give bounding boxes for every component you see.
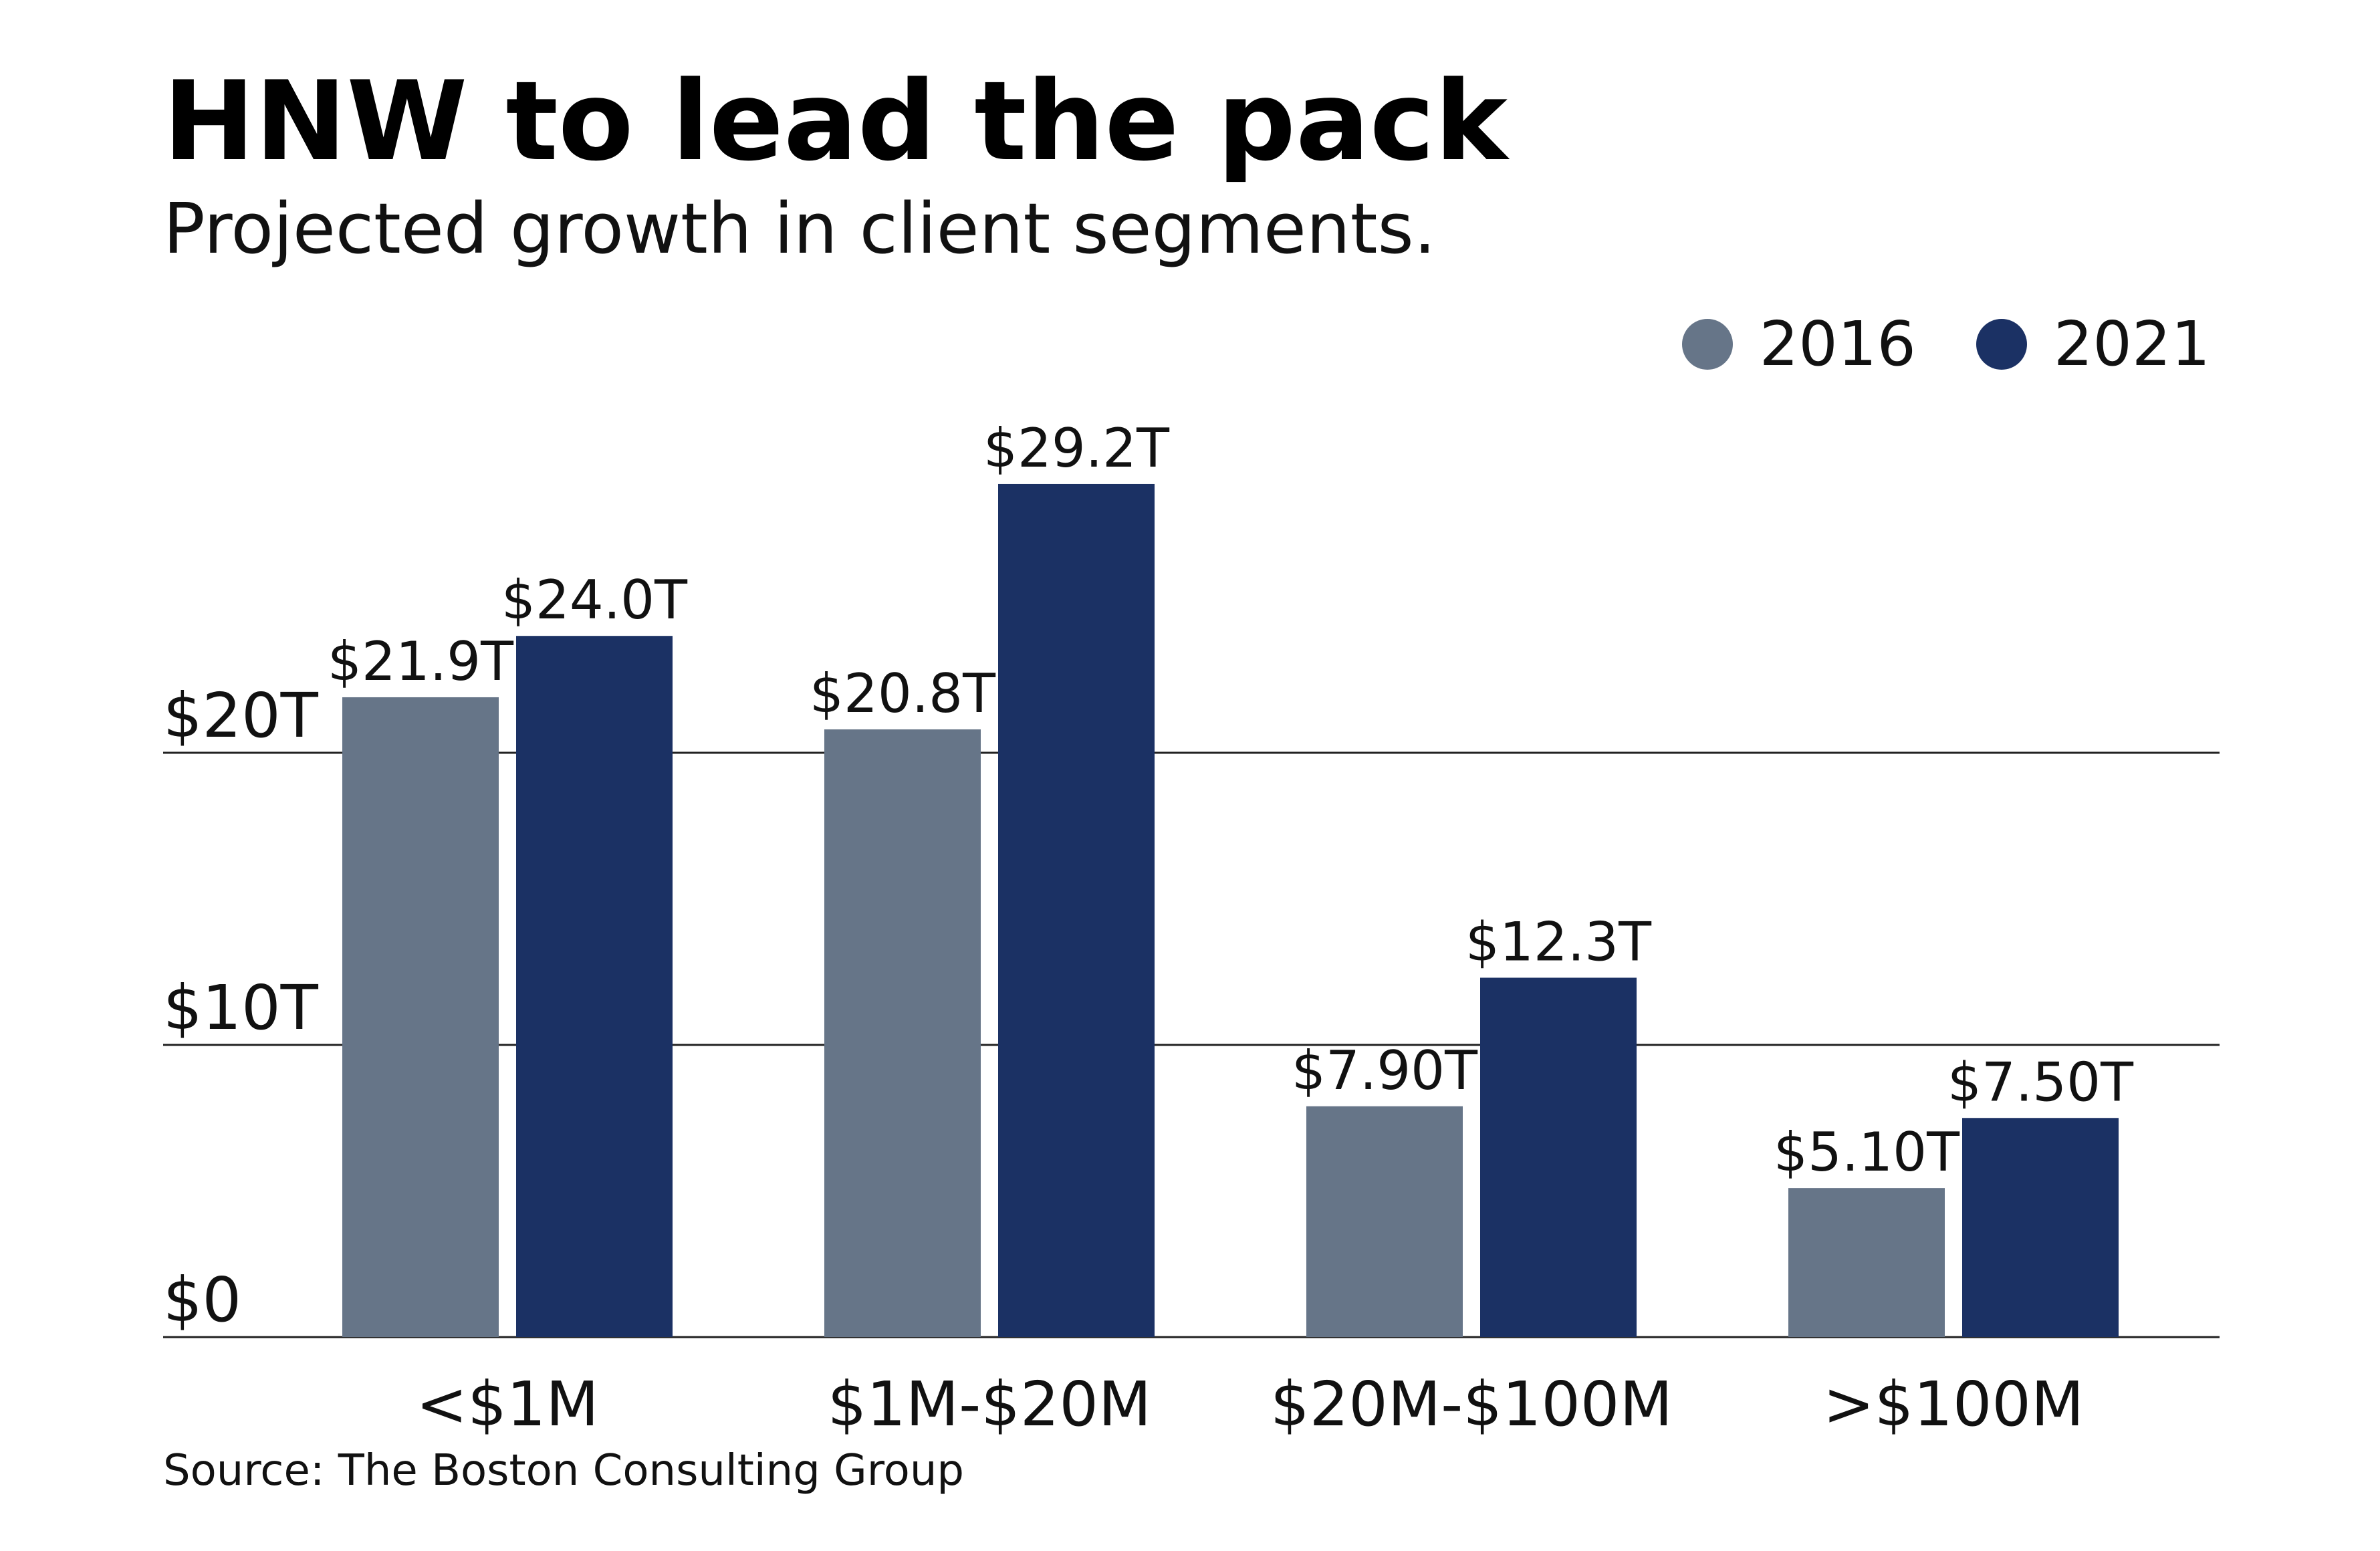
legend-swatch-2016 xyxy=(1681,319,1733,370)
data-label: $7.90T xyxy=(1292,1040,1478,1102)
x-tick-label: $20M-$100M xyxy=(1270,1368,1673,1440)
legend-item-2016: 2016 xyxy=(1681,308,1916,380)
bar-2021-2 xyxy=(1480,977,1637,1337)
legend: 2016 2021 xyxy=(1622,304,2210,384)
data-label: $7.50T xyxy=(1947,1051,2134,1113)
bar-2016-2 xyxy=(1306,1106,1463,1337)
chart-subtitle: Projected growth in client segments. xyxy=(163,188,1436,269)
bar-2021-3 xyxy=(1962,1118,2119,1337)
bar-2016-3 xyxy=(1788,1188,1945,1337)
chart-title: HNW to lead the pack xyxy=(163,57,1508,185)
legend-label-2021: 2021 xyxy=(2053,308,2210,380)
source-note: Source: The Boston Consulting Group xyxy=(163,1446,964,1496)
bar-2021-0 xyxy=(516,636,673,1338)
data-label: $12.3T xyxy=(1465,911,1652,973)
data-label: $21.9T xyxy=(328,630,514,693)
x-tick-label: $1M-$20M xyxy=(828,1368,1152,1440)
legend-label-2016: 2016 xyxy=(1759,308,1916,380)
legend-item-2021: 2021 xyxy=(1976,314,2210,375)
x-tick-label: >$100M xyxy=(1823,1368,2085,1440)
bar-2016-0 xyxy=(342,697,499,1337)
y-tick-label: $10T xyxy=(163,972,319,1044)
x-tick-label: <$1M xyxy=(416,1368,599,1440)
data-label: $29.2T xyxy=(983,417,1170,479)
y-tick-label: $20T xyxy=(163,680,319,751)
y-tick-label: $0 xyxy=(163,1264,241,1336)
data-label: $5.10T xyxy=(1774,1121,1960,1183)
data-label: $24.0T xyxy=(501,569,688,631)
legend-swatch-2021 xyxy=(1976,319,2027,370)
data-label: $20.8T xyxy=(810,663,996,725)
bar-2016-1 xyxy=(824,729,981,1337)
bar-2021-1 xyxy=(998,483,1155,1338)
